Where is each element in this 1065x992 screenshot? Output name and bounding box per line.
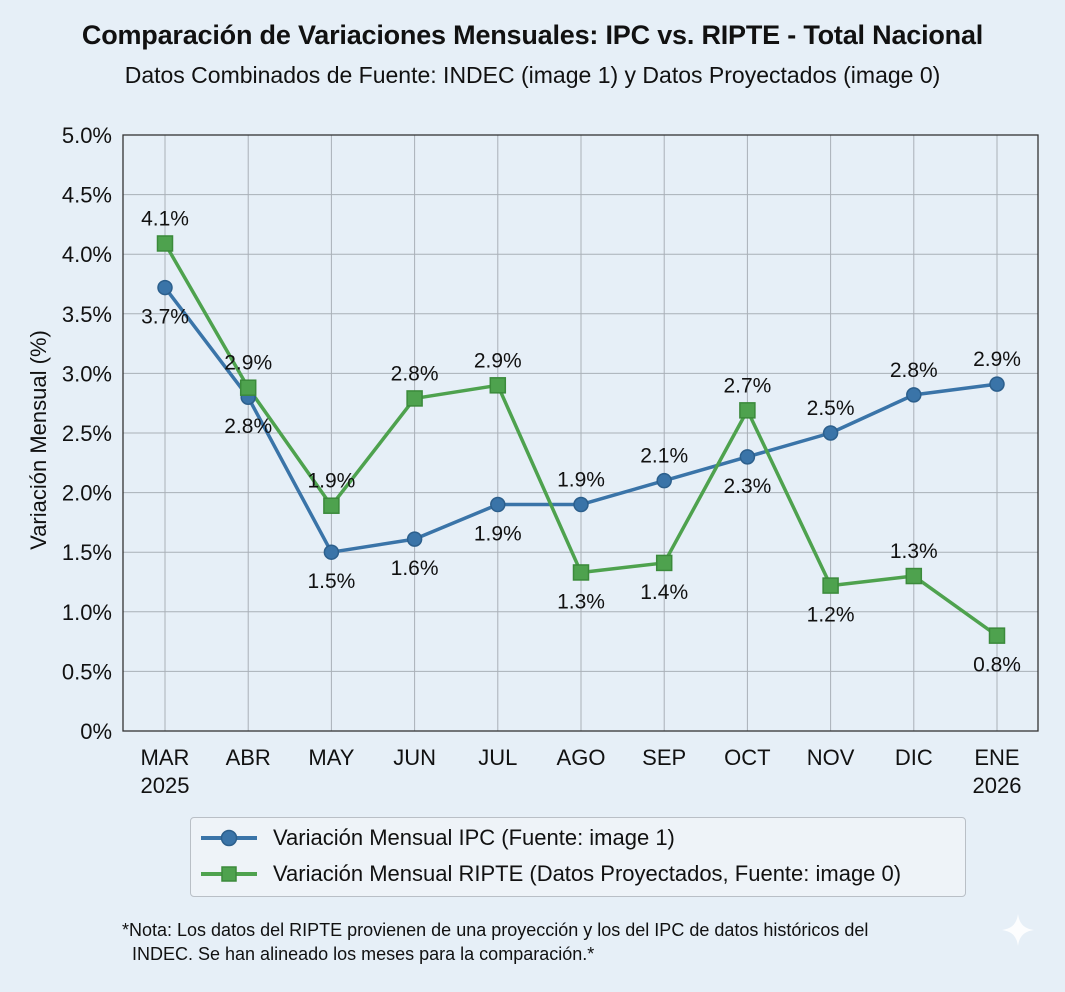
x-tick-label: 2025 — [141, 773, 190, 798]
ripte-data-label: 1.9% — [307, 470, 355, 493]
ipc-data-label: 2.3% — [723, 475, 771, 498]
x-tick-label: SEP — [642, 745, 686, 770]
ipc-point — [490, 496, 506, 513]
legend-swatch-ripte — [201, 866, 257, 882]
ripte-data-label: 1.2% — [807, 604, 855, 627]
ipc-data-label: 2.8% — [224, 415, 272, 438]
legend-swatch-ipc — [201, 829, 257, 847]
x-tick-label: JUN — [393, 745, 436, 770]
x-tick-label: AGO — [557, 745, 606, 770]
ripte-data-label: 4.1% — [141, 207, 189, 230]
ripte-point — [489, 377, 507, 394]
footnote: *Nota: Los datos del RIPTE provienen de … — [122, 918, 1022, 966]
ipc-point — [323, 544, 340, 560]
footnote-line-2: INDEC. Se han alineado los meses para la… — [132, 944, 595, 964]
x-tick-labels: MAR 2025 ABR MAY JUN JUL AGO SEP OCT NOV DIC ENE 202… — [141, 745, 1022, 798]
y-tick-label: 4.0% — [62, 242, 112, 267]
plot-frame — [122, 134, 1039, 732]
y-axis-label: Variación Mensual (%) — [26, 330, 51, 550]
ripte-point — [739, 402, 756, 419]
x-tick-label: 2026 — [973, 773, 1022, 798]
sparkle-icon — [1002, 914, 1034, 946]
ipc-point — [406, 531, 423, 547]
x-tick-label: OCT — [724, 745, 770, 770]
ripte-point — [239, 379, 257, 396]
legend-label-ipc: Variación Mensual IPC (Fuente: image 1) — [273, 825, 675, 850]
ipc-data-label: 1.9% — [474, 523, 522, 546]
ipc-point — [822, 425, 839, 441]
x-tick-label: ENE — [974, 745, 1019, 770]
ripte-data-label: 1.3% — [890, 540, 938, 563]
ipc-point — [739, 449, 756, 465]
ipc-point — [573, 496, 589, 513]
x-tick-label: DIC — [895, 745, 933, 770]
ripte-data-label: 2.9% — [474, 349, 522, 372]
ripte-point — [655, 554, 673, 572]
legend: Variación Mensual IPC (Fuente: image 1) … — [190, 817, 966, 897]
ripte-data-label: 0.8% — [973, 654, 1021, 677]
chart-subtitle: Datos Combinados de Fuente: INDEC (image… — [124, 62, 941, 88]
ripte-data-label: 2.8% — [391, 362, 439, 385]
y-tick-labels: 0% 0.5% 1.0% 1.5% 2.0% 2.5% 3.0% 3.5% 4.0% 4.5% 5.… — [62, 123, 112, 744]
x-tick-label: NOV — [807, 745, 855, 770]
ripte-point — [572, 564, 590, 581]
ipc-point — [906, 387, 922, 403]
ripte-point — [822, 577, 839, 594]
data-labels-layer: 3.7% 2.8% 1.5% 1.6% 1.9% 1.9% 2.1% 2.3% 2.5% 2.8%… — [141, 207, 1021, 676]
ipc-point — [989, 376, 1005, 392]
ipc-data-label: 1.5% — [307, 570, 355, 593]
ipc-data-label: 2.9% — [973, 348, 1021, 371]
ipc-data-label: 2.1% — [640, 445, 688, 468]
y-tick-label: 1.5% — [62, 540, 112, 565]
legend-label-ripte: Variación Mensual RIPTE (Datos Proyectad… — [273, 861, 902, 886]
ripte-point — [323, 497, 340, 514]
y-tick-label: 3.0% — [62, 361, 112, 386]
ripte-data-label: 2.7% — [723, 374, 771, 397]
ripte-data-label: 1.3% — [557, 590, 605, 613]
x-tick-label: JUL — [478, 745, 517, 770]
chart-title: Comparación de Variaciones Mensuales: IP… — [81, 20, 984, 50]
ripte-point — [406, 390, 423, 407]
ripte-point — [988, 627, 1006, 644]
ipc-data-label: 1.9% — [557, 469, 605, 492]
series-layer — [156, 235, 1006, 644]
y-tick-label: 0.5% — [62, 659, 112, 684]
ripte-data-label: 1.4% — [640, 581, 688, 604]
y-tick-label: 1.0% — [62, 600, 112, 625]
ipc-data-label: 2.8% — [890, 359, 938, 382]
ipc-data-label: 3.7% — [141, 306, 189, 329]
ripte-point — [156, 235, 174, 252]
y-tick-label: 0% — [80, 719, 112, 744]
y-tick-label: 5.0% — [62, 123, 112, 148]
legend-item-ripte: Variación Mensual RIPTE (Datos Proyectad… — [199, 856, 901, 892]
footnote-line-1: *Nota: Los datos del RIPTE provienen de … — [122, 920, 869, 940]
ipc-point — [157, 279, 173, 296]
ipc-data-label: 2.5% — [807, 397, 855, 420]
y-tick-label: 3.5% — [62, 302, 112, 327]
ipc-data-label: 1.6% — [391, 557, 439, 580]
ipc-point — [656, 472, 672, 489]
ripte-data-label: 2.9% — [224, 352, 272, 375]
x-tick-label: ABR — [226, 745, 271, 770]
y-tick-label: 2.0% — [62, 481, 112, 506]
ripte-point — [905, 567, 923, 585]
y-tick-label: 4.5% — [62, 183, 112, 208]
legend-item-ipc: Variación Mensual IPC (Fuente: image 1) — [199, 820, 675, 856]
y-tick-label: 2.5% — [62, 421, 112, 446]
x-tick-label: MAY — [308, 745, 354, 770]
grid-lines — [122, 134, 1039, 732]
x-tick-label: MAR — [141, 745, 190, 770]
